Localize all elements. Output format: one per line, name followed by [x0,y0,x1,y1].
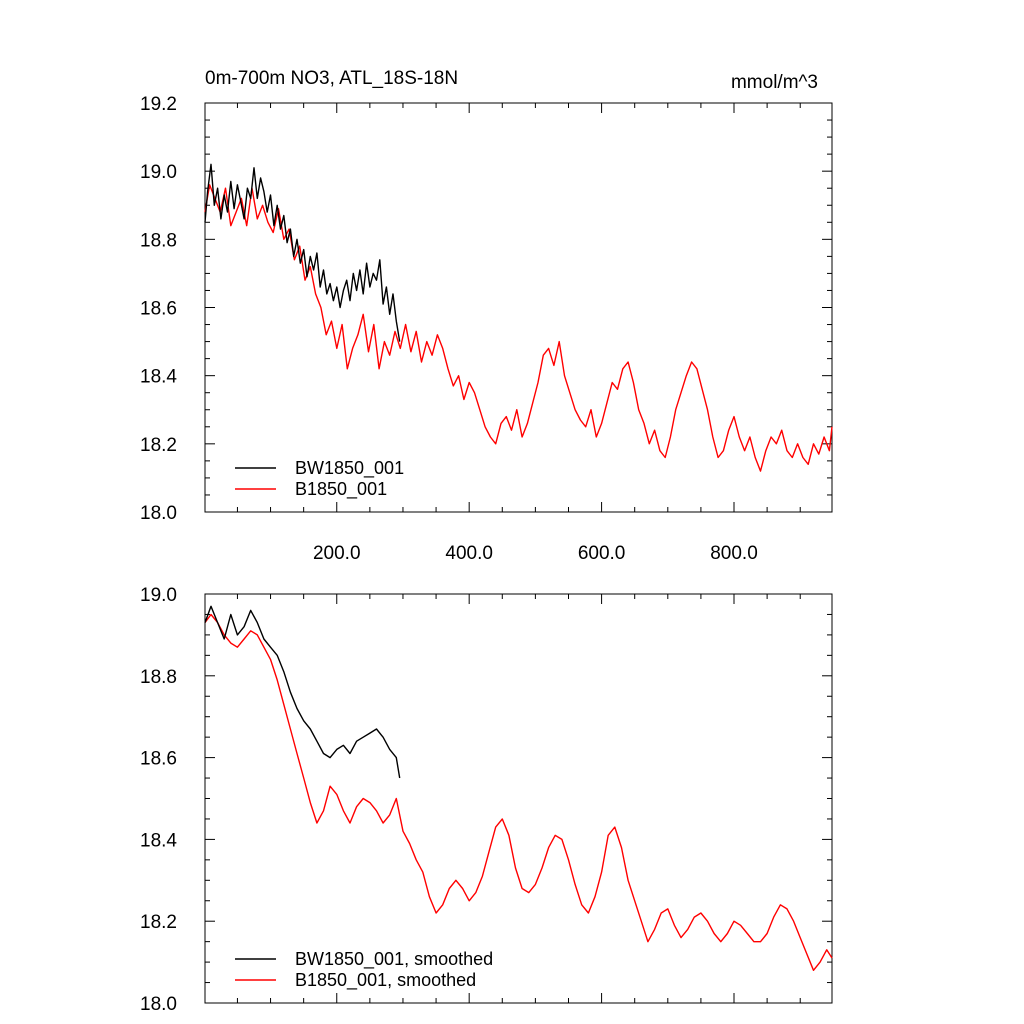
top-chart-title: 0m-700m NO3, ATL_18S-18N [205,68,458,89]
bottom-legend-label: B1850_001, smoothed [295,970,476,991]
top-ytick-label: 19.0 [140,162,177,183]
top-xtick-label: 800.0 [710,543,758,564]
bottom-plot-frame [204,593,833,1004]
top-ytick-label: 18.8 [140,230,177,251]
top-series-line-black [204,163,401,342]
top-xtick-label: 200.0 [313,543,361,564]
top-xtick-label: 400.0 [445,543,493,564]
top-ytick-label: 18.0 [140,503,177,524]
bottom-ytick-label: 18.8 [140,667,177,688]
top-ytick-label: 18.4 [140,367,177,388]
top-xtick-label: 600.0 [578,543,626,564]
top-legend-label: BW1850_001 [295,458,404,479]
top-chart-units: mmol/m^3 [731,72,818,93]
bottom-series-line-black [204,605,401,779]
top-plot-frame [204,102,833,513]
bottom-ytick-label: 18.6 [140,749,177,770]
top-series-line-red [204,184,833,472]
bottom-ytick-label: 18.2 [140,912,177,933]
top-chart: 18.0 18.2 18.4 18.6 18.8 19.0 19.2 200.0 400.0 60… [140,94,833,564]
bottom-chart: 18.0 18.2 18.4 18.6 18.8 19.0 BW1850_001, smoo… [140,585,833,1015]
top-ytick-label: 18.6 [140,299,177,320]
bottom-ytick-label: 19.0 [140,585,177,606]
top-ytick-label: 18.2 [140,435,177,456]
bottom-legend-label: BW1850_001, smoothed [295,949,493,970]
bottom-series-line-red [204,613,833,971]
top-legend-label: B1850_001 [295,479,387,500]
top-ytick-label: 19.2 [140,94,177,115]
bottom-ytick-label: 18.0 [140,994,177,1015]
bottom-ytick-label: 18.4 [140,830,177,851]
